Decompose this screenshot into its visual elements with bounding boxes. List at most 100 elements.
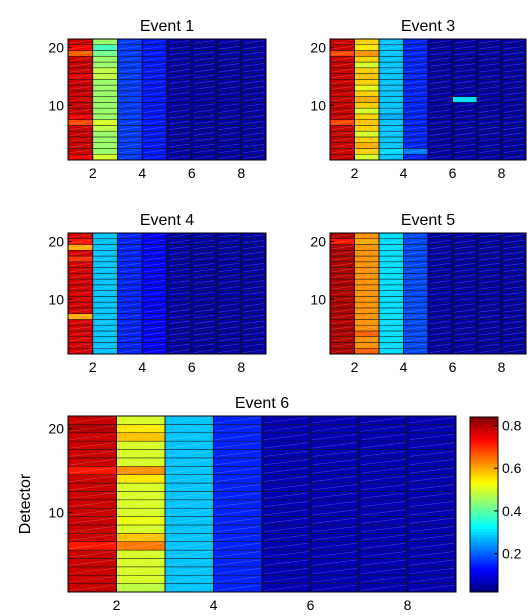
cell-texture xyxy=(409,442,455,449)
cell-texture xyxy=(69,97,91,102)
cell-texture xyxy=(69,263,91,267)
cell-texture xyxy=(409,459,455,466)
cell-texture xyxy=(193,143,215,148)
cell-texture xyxy=(144,245,166,250)
cell-texture xyxy=(168,132,190,136)
cell-texture xyxy=(478,92,500,96)
cell-texture xyxy=(94,40,116,44)
cell-texture xyxy=(331,120,353,125)
cell-texture xyxy=(166,576,212,583)
cell-texture xyxy=(503,274,525,278)
cell-texture xyxy=(69,501,115,507)
cell-texture xyxy=(243,74,265,79)
cell-texture xyxy=(243,92,265,96)
cell-texture xyxy=(168,143,190,148)
colorbar-segment xyxy=(470,556,498,560)
cell-texture xyxy=(193,297,215,301)
cell-texture xyxy=(429,86,451,90)
cell-texture xyxy=(218,257,240,261)
colorbar-segment xyxy=(470,572,498,576)
cell-texture xyxy=(454,280,476,284)
cell-texture xyxy=(144,143,166,148)
cell-texture xyxy=(263,475,309,482)
cell-texture xyxy=(168,234,190,238)
cell-texture xyxy=(243,291,265,296)
cell-texture xyxy=(94,69,116,73)
cell-texture xyxy=(144,332,166,336)
cell-texture xyxy=(356,120,378,125)
colorbar-segment xyxy=(470,477,498,481)
cell-texture xyxy=(405,97,427,102)
cell-texture xyxy=(356,40,378,44)
cell-texture xyxy=(409,417,455,424)
cell-texture xyxy=(478,274,500,278)
colorbar-segment xyxy=(470,507,498,511)
cell-texture xyxy=(243,80,265,84)
cell-texture xyxy=(312,417,358,424)
cell-texture xyxy=(168,239,190,244)
cell-texture xyxy=(478,263,500,267)
cell-texture xyxy=(94,143,116,148)
cell-texture xyxy=(243,263,265,267)
cell-texture xyxy=(263,433,309,440)
cell-texture xyxy=(331,268,353,273)
cell-texture xyxy=(144,343,166,348)
cell-texture xyxy=(144,45,166,50)
cell-texture xyxy=(478,251,500,255)
colorbar-segment xyxy=(470,496,498,500)
cell-texture xyxy=(94,245,116,250)
cell-texture xyxy=(166,433,212,440)
cell-texture xyxy=(69,584,115,591)
cell-texture xyxy=(478,45,500,50)
colorbar-segment xyxy=(470,455,498,459)
cell-texture xyxy=(144,263,166,267)
x-tick-label: 2 xyxy=(351,165,359,181)
cell-texture xyxy=(218,280,240,284)
cell-texture xyxy=(478,245,500,250)
cell-texture xyxy=(193,103,215,107)
cell-texture xyxy=(119,251,141,255)
cell-texture xyxy=(94,349,116,353)
cell-texture xyxy=(144,80,166,84)
colorbar-segment xyxy=(470,479,498,484)
cell-texture xyxy=(119,69,141,73)
colorbar-segment xyxy=(470,586,498,590)
cell-texture xyxy=(263,484,309,491)
cell-texture xyxy=(193,74,215,79)
cell-texture xyxy=(118,467,164,474)
cell-texture xyxy=(405,138,427,142)
cell-texture xyxy=(218,314,240,319)
cell-texture xyxy=(166,501,212,507)
cell-texture xyxy=(218,51,240,56)
cell-texture xyxy=(243,234,265,238)
cell-texture xyxy=(380,115,402,119)
cell-texture xyxy=(380,40,402,44)
cell-texture xyxy=(331,332,353,336)
cell-texture xyxy=(69,343,91,348)
cell-texture xyxy=(429,143,451,148)
cell-texture xyxy=(243,297,265,301)
cell-texture xyxy=(243,97,265,102)
cell-texture xyxy=(215,534,261,541)
cell-texture xyxy=(331,40,353,44)
y-tick-label: 20 xyxy=(48,40,64,56)
cell-texture xyxy=(503,132,525,136)
cell-texture xyxy=(405,286,427,290)
cell-texture xyxy=(331,337,353,342)
cell-texture xyxy=(166,542,212,549)
cell-texture xyxy=(118,501,164,507)
cell-texture xyxy=(454,337,476,342)
cell-texture xyxy=(166,467,212,474)
cell-texture xyxy=(243,115,265,119)
cell-texture xyxy=(94,115,116,119)
cell-texture xyxy=(503,332,525,336)
cell-texture xyxy=(429,57,451,61)
cell-texture xyxy=(478,80,500,84)
cell-texture xyxy=(405,303,427,307)
cell-texture xyxy=(356,257,378,261)
axes-frame xyxy=(67,415,457,593)
cell-texture xyxy=(454,126,476,130)
cell-texture xyxy=(380,109,402,113)
cell-texture xyxy=(478,120,500,125)
cell-texture xyxy=(429,326,451,330)
